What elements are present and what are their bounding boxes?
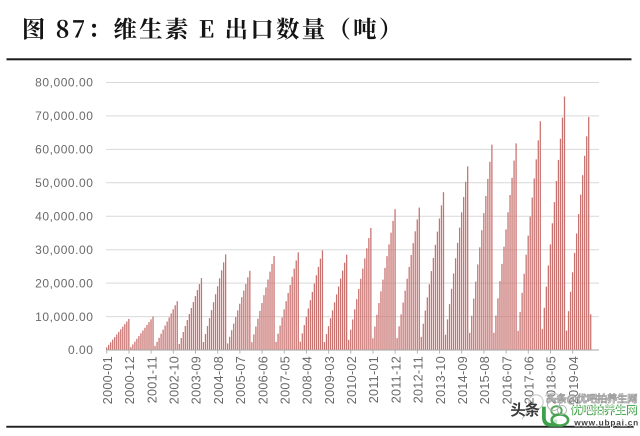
svg-text:2019-04: 2019-04 [567, 356, 581, 404]
svg-text:www.ubpai.cn: www.ubpai.cn [573, 417, 639, 427]
svg-text:0.00: 0.00 [68, 343, 94, 357]
svg-text:2004-08: 2004-08 [212, 356, 226, 404]
svg-text:50,000.00: 50,000.00 [35, 176, 93, 190]
svg-text:60,000.00: 60,000.00 [35, 143, 93, 157]
svg-text:2000-12: 2000-12 [123, 356, 137, 404]
svg-text:2017-06: 2017-06 [523, 356, 537, 404]
svg-text:2010-02: 2010-02 [345, 356, 359, 404]
svg-text:2000-01: 2000-01 [101, 356, 115, 404]
svg-text:2008-04: 2008-04 [301, 356, 315, 404]
svg-text:70,000.00: 70,000.00 [35, 109, 93, 123]
svg-text:40,000.00: 40,000.00 [35, 209, 93, 223]
svg-text:2002-10: 2002-10 [168, 356, 182, 404]
svg-text:2011-01: 2011-01 [367, 356, 381, 403]
svg-text:2014-09: 2014-09 [456, 356, 470, 404]
svg-text:2006-06: 2006-06 [256, 356, 270, 404]
svg-text:2011-12: 2011-12 [389, 356, 403, 403]
svg-text:2013-10: 2013-10 [434, 356, 448, 404]
svg-text:2007-05: 2007-05 [278, 356, 292, 404]
svg-text:2001-11: 2001-11 [145, 356, 159, 403]
svg-text:30,000.00: 30,000.00 [35, 243, 93, 257]
svg-text:2012-11: 2012-11 [412, 356, 426, 403]
svg-text:2018-05: 2018-05 [545, 356, 559, 404]
svg-text:2003-09: 2003-09 [190, 356, 204, 404]
svg-text:2005-07: 2005-07 [234, 356, 248, 404]
svg-text:80,000.00: 80,000.00 [35, 76, 93, 90]
svg-text:2015-08: 2015-08 [478, 356, 492, 404]
svg-text:20,000.00: 20,000.00 [35, 276, 93, 290]
svg-text:10,000.00: 10,000.00 [35, 310, 93, 324]
svg-text:2009-03: 2009-03 [323, 356, 337, 404]
svg-text:2016-07: 2016-07 [500, 356, 514, 404]
